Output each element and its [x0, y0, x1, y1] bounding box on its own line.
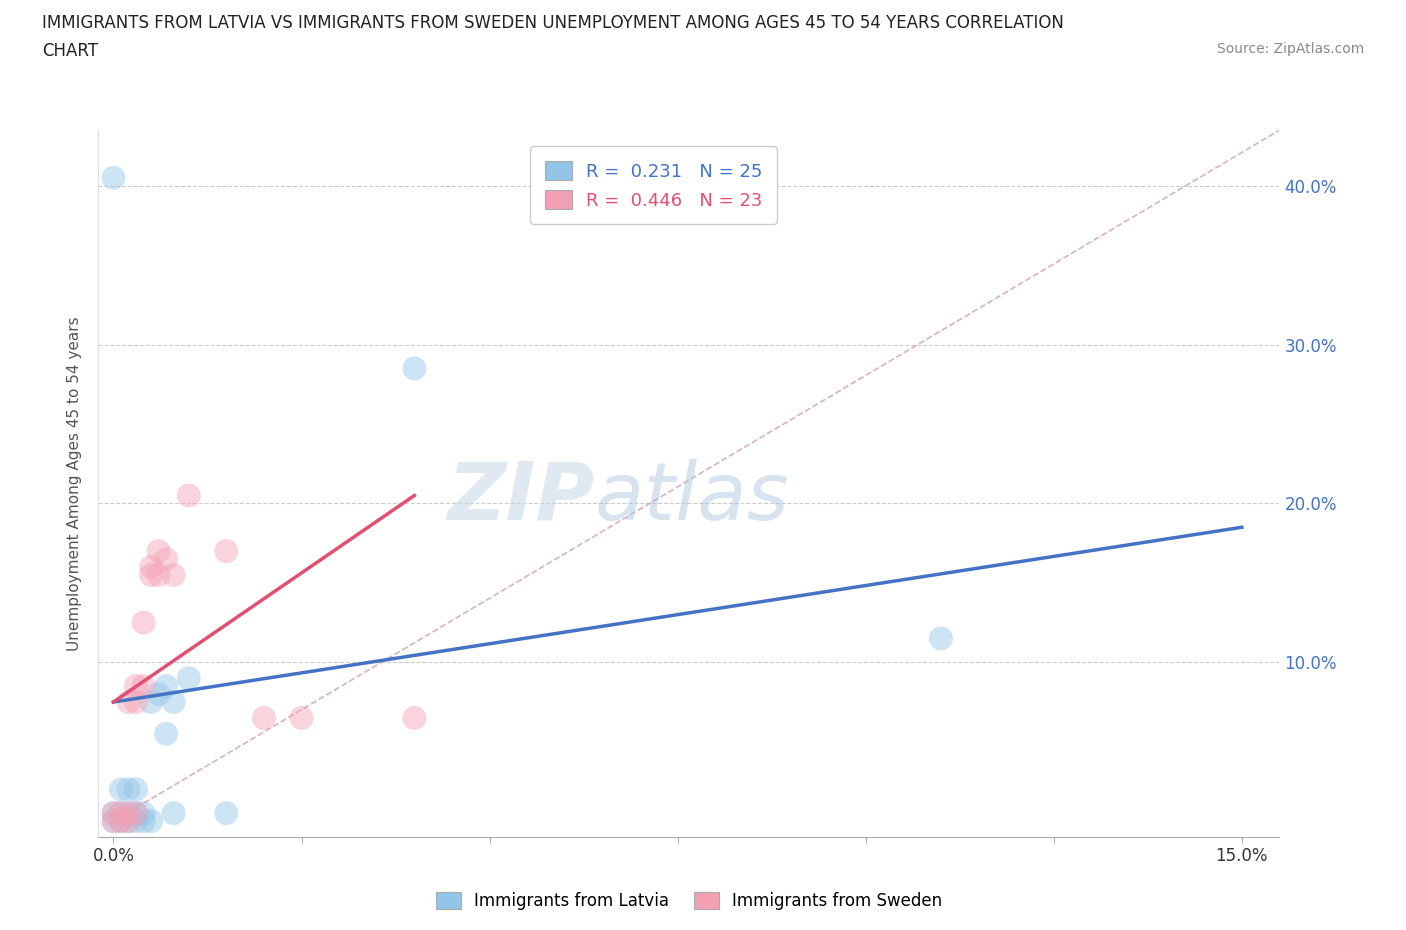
Text: Source: ZipAtlas.com: Source: ZipAtlas.com	[1216, 42, 1364, 56]
Point	[110, 814, 132, 829]
Point	[117, 814, 139, 829]
Point	[103, 814, 125, 829]
Point	[103, 805, 125, 820]
Point	[117, 814, 139, 829]
Point	[110, 805, 132, 820]
Point	[117, 782, 139, 797]
Point	[125, 805, 148, 820]
Point	[132, 615, 155, 630]
Point	[125, 782, 148, 797]
Point	[125, 805, 148, 820]
Point	[177, 488, 200, 503]
Point	[163, 695, 186, 710]
Point	[125, 679, 148, 694]
Point	[117, 805, 139, 820]
Point	[117, 805, 139, 820]
Point	[103, 170, 125, 185]
Point	[177, 671, 200, 685]
Point	[404, 361, 426, 376]
Legend: Immigrants from Latvia, Immigrants from Sweden: Immigrants from Latvia, Immigrants from …	[429, 885, 949, 917]
Point	[110, 782, 132, 797]
Point	[132, 814, 155, 829]
Point	[155, 679, 177, 694]
Point	[139, 567, 162, 582]
Point	[163, 805, 186, 820]
Point	[163, 567, 186, 582]
Point	[103, 814, 125, 829]
Point	[110, 805, 132, 820]
Point	[148, 567, 170, 582]
Point	[155, 726, 177, 741]
Text: ZIP: ZIP	[447, 458, 595, 537]
Point	[139, 560, 162, 575]
Legend: R =  0.231   N = 25, R =  0.446   N = 23: R = 0.231 N = 25, R = 0.446 N = 23	[530, 146, 778, 224]
Point	[125, 814, 148, 829]
Text: CHART: CHART	[42, 42, 98, 60]
Point	[132, 679, 155, 694]
Text: IMMIGRANTS FROM LATVIA VS IMMIGRANTS FROM SWEDEN UNEMPLOYMENT AMONG AGES 45 TO 5: IMMIGRANTS FROM LATVIA VS IMMIGRANTS FRO…	[42, 14, 1064, 32]
Point	[404, 711, 426, 725]
Point	[125, 695, 148, 710]
Point	[155, 551, 177, 566]
Point	[117, 695, 139, 710]
Point	[132, 805, 155, 820]
Point	[929, 631, 952, 646]
Point	[215, 805, 238, 820]
Point	[290, 711, 312, 725]
Point	[215, 544, 238, 559]
Text: atlas: atlas	[595, 458, 789, 537]
Point	[139, 814, 162, 829]
Point	[103, 805, 125, 820]
Y-axis label: Unemployment Among Ages 45 to 54 years: Unemployment Among Ages 45 to 54 years	[67, 316, 83, 651]
Point	[110, 814, 132, 829]
Point	[139, 695, 162, 710]
Point	[148, 544, 170, 559]
Point	[253, 711, 276, 725]
Point	[148, 686, 170, 701]
